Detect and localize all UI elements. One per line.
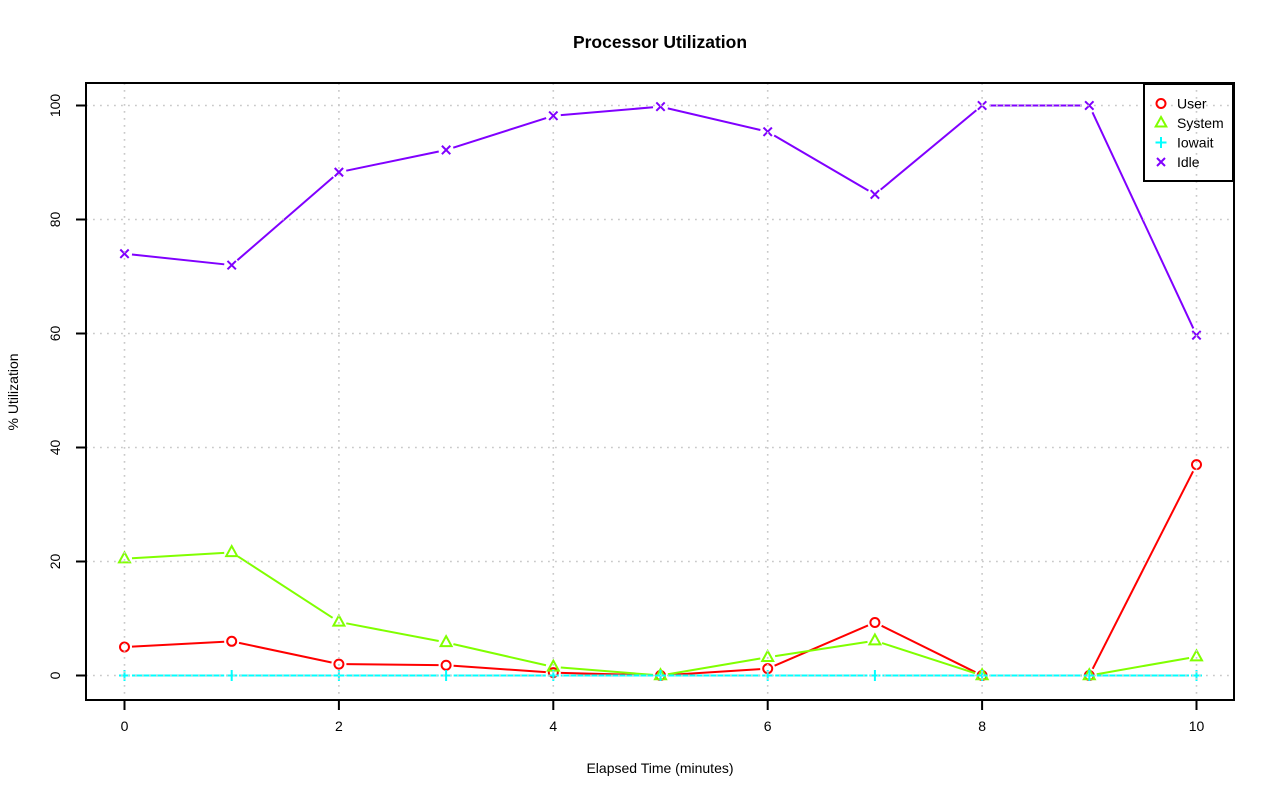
chart-title: Processor Utilization bbox=[572, 32, 748, 52]
legend-item-iowait: Iowait bbox=[1155, 135, 1214, 151]
legend-box bbox=[1143, 83, 1234, 182]
series-user-line bbox=[131, 470, 1194, 677]
series-system-markers bbox=[117, 544, 1204, 681]
legend-item-idle: Idle bbox=[1156, 154, 1200, 170]
iowait-plus-marker-icon bbox=[1155, 137, 1167, 148]
user-circle-marker-icon bbox=[1155, 98, 1167, 109]
legend-item-user: User bbox=[1155, 96, 1207, 112]
y-tick-label: 80 bbox=[47, 212, 63, 228]
plot-border bbox=[85, 82, 1235, 701]
x-tick-label: 6 bbox=[764, 718, 772, 734]
x-tick-label: 10 bbox=[1189, 718, 1205, 734]
series-layer bbox=[117, 100, 1204, 681]
x-tick-label: 4 bbox=[549, 718, 557, 734]
x-tick-label: 8 bbox=[978, 718, 986, 734]
series-idle-markers bbox=[119, 100, 1202, 341]
x-tick-label: 2 bbox=[335, 718, 343, 734]
y-tick-label: 0 bbox=[47, 671, 63, 679]
grid-layer bbox=[86, 83, 1234, 700]
legend: User System Iowait Idle bbox=[1143, 83, 1234, 182]
legend-item-system: System bbox=[1153, 114, 1224, 131]
legend-label-idle: Idle bbox=[1177, 154, 1200, 170]
y-tick-label: 60 bbox=[47, 326, 63, 342]
y-tick-label: 100 bbox=[47, 94, 63, 118]
idle-x-marker-icon bbox=[1156, 157, 1166, 167]
series-system-line bbox=[131, 551, 1190, 677]
y-tick-label: 40 bbox=[47, 440, 63, 456]
legend-label-user: User bbox=[1177, 96, 1207, 112]
x-axis-title: Elapsed Time (minutes) bbox=[586, 760, 733, 776]
y-axis-title: % Utilization bbox=[5, 353, 21, 430]
system-triangle-marker-icon bbox=[1153, 114, 1169, 128]
x-tick-label: 0 bbox=[121, 718, 129, 734]
legend-label-iowait: Iowait bbox=[1177, 135, 1214, 151]
y-tick-label: 20 bbox=[47, 554, 63, 570]
series-idle-line bbox=[131, 104, 1195, 329]
legend-label-system: System bbox=[1177, 115, 1224, 131]
series-user-markers bbox=[119, 459, 1202, 681]
